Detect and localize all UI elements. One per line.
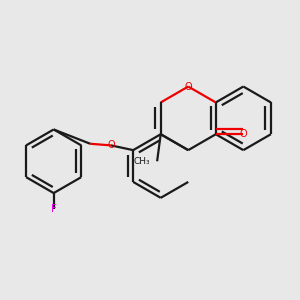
Text: CH₃: CH₃ xyxy=(134,157,151,166)
Text: O: O xyxy=(107,140,115,150)
Text: O: O xyxy=(239,129,247,139)
Text: F: F xyxy=(51,204,57,214)
Text: O: O xyxy=(184,82,192,92)
